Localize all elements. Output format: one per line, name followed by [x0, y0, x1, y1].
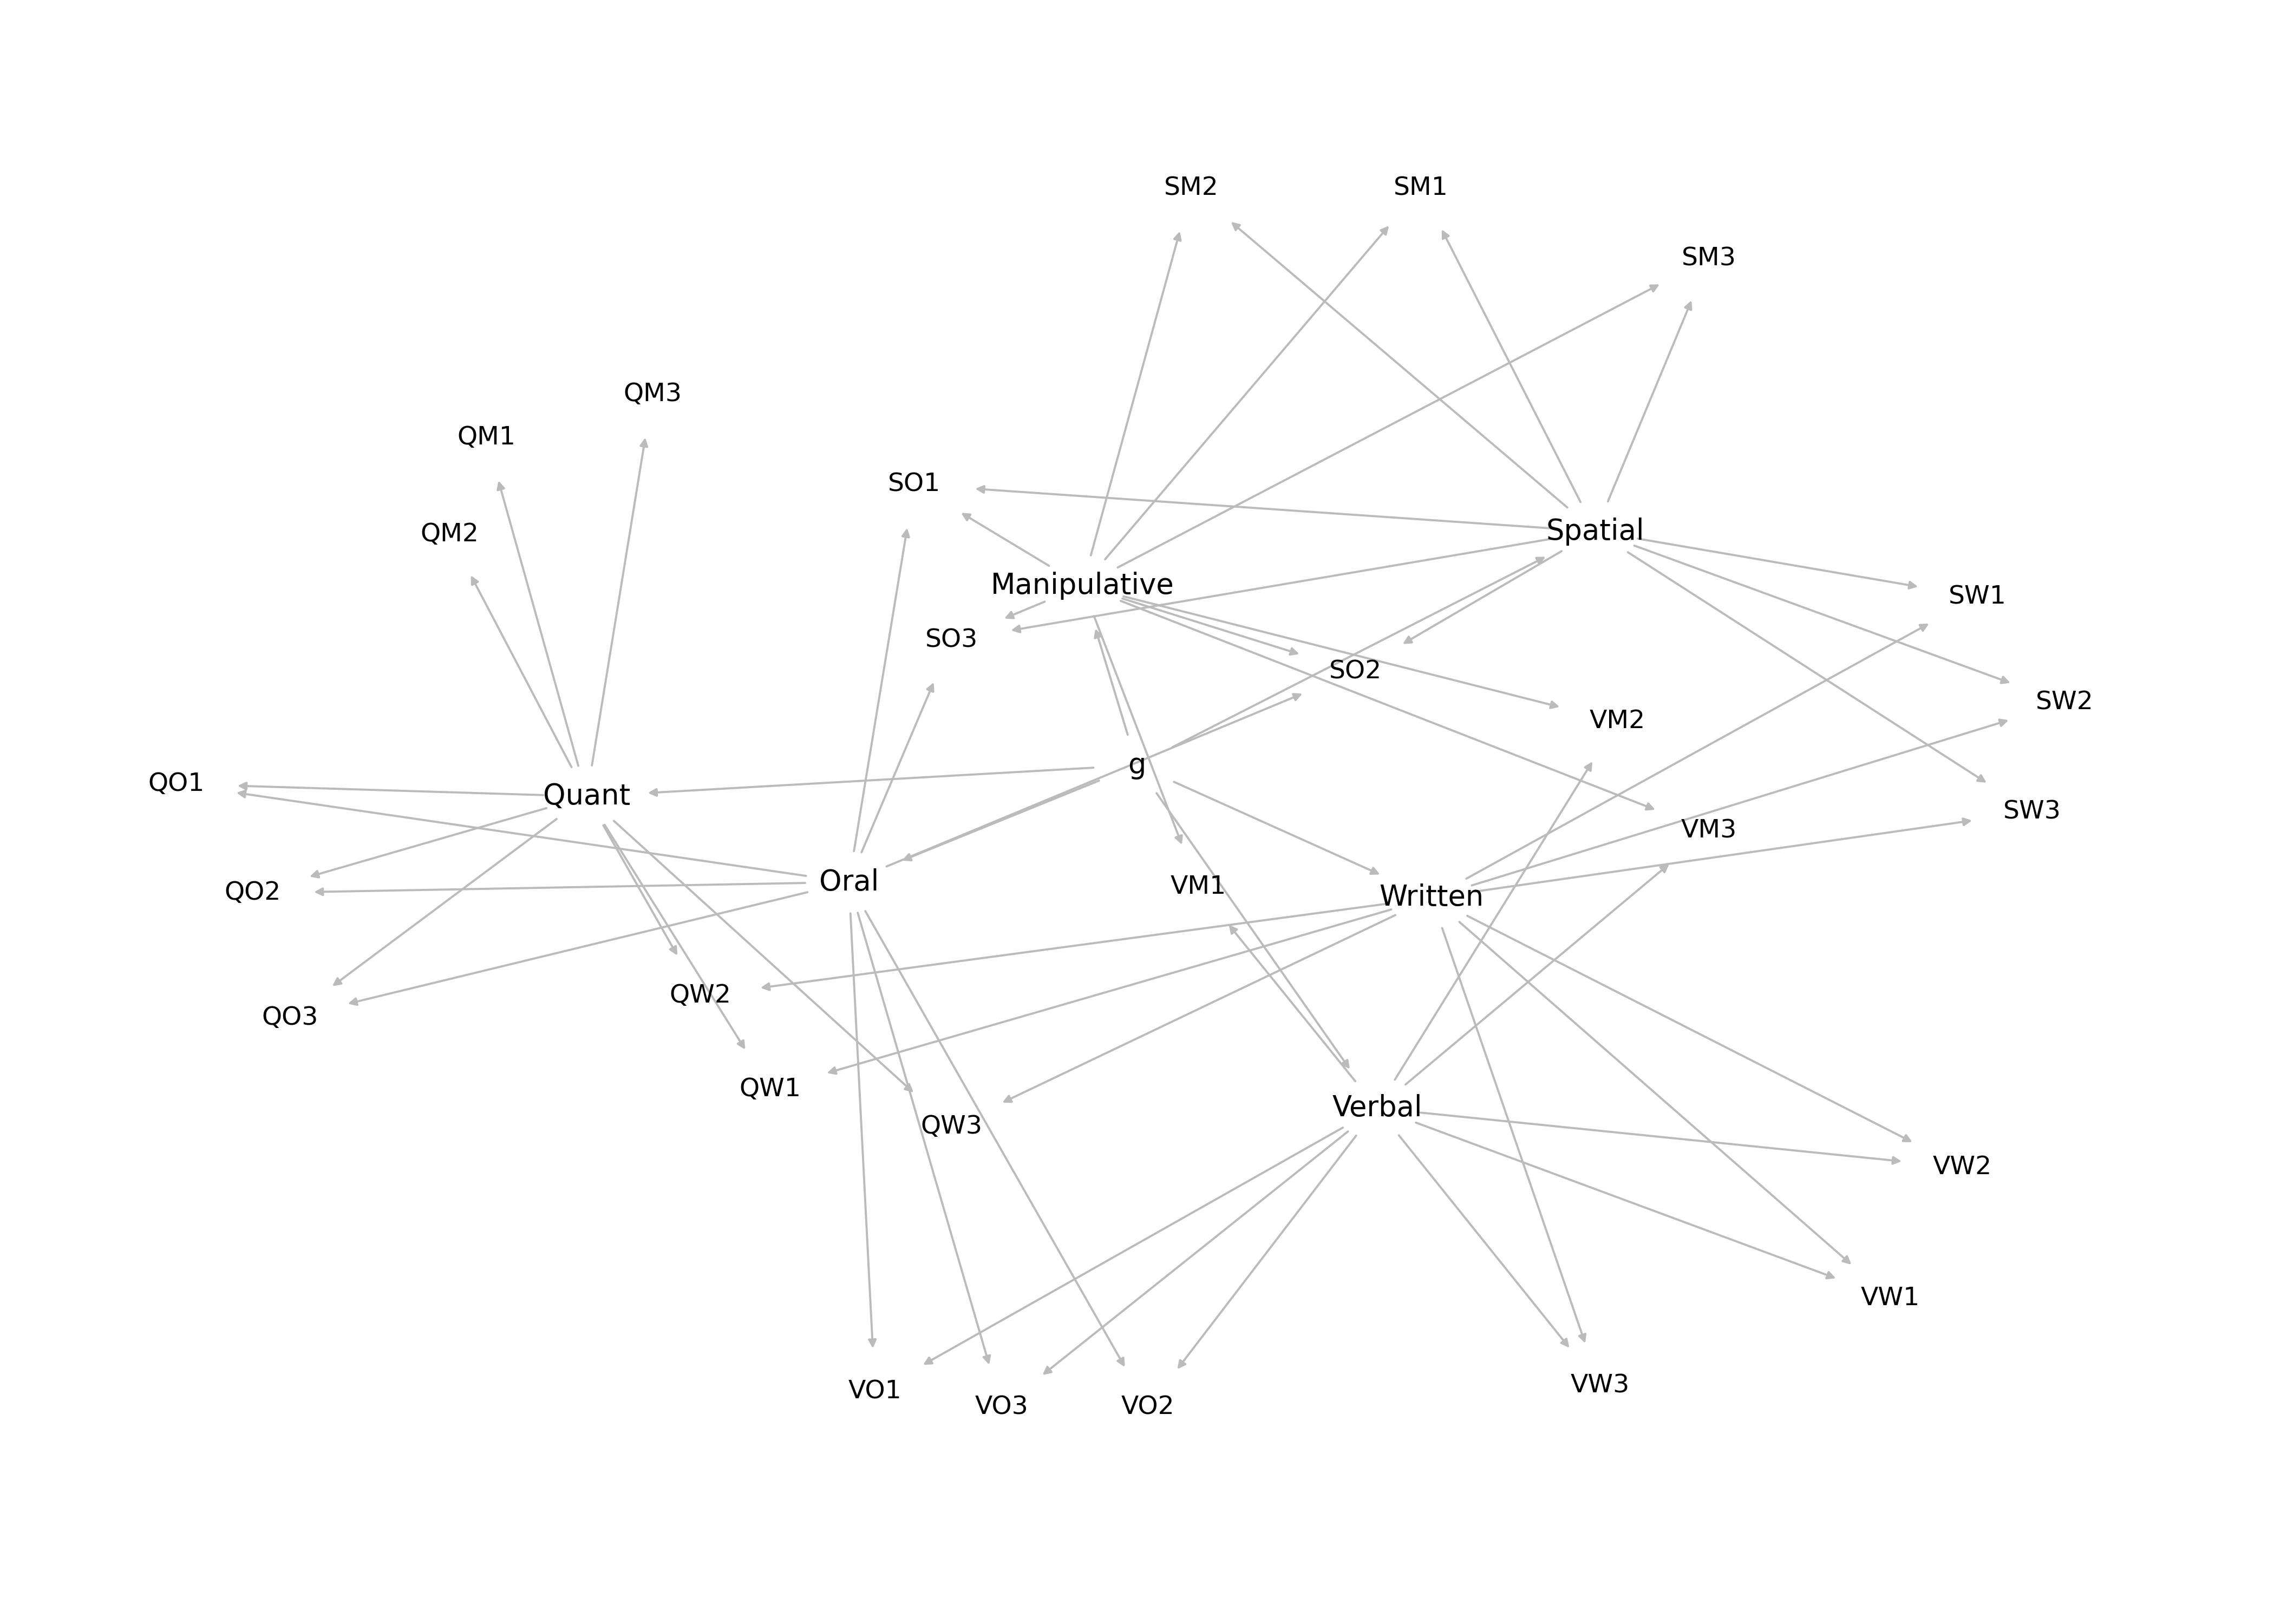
Text: SO3: SO3	[926, 628, 978, 653]
Text: SW2: SW2	[2035, 690, 2094, 715]
Text: VM1: VM1	[1171, 875, 1226, 900]
Text: SM1: SM1	[1394, 177, 1449, 201]
Text: SM3: SM3	[1683, 247, 1737, 271]
Text: VO1: VO1	[848, 1380, 903, 1405]
Text: VO2: VO2	[1121, 1395, 1176, 1419]
Text: SM2: SM2	[1164, 177, 1219, 201]
Text: SW1: SW1	[1949, 585, 2006, 609]
Text: VW3: VW3	[1571, 1374, 1630, 1398]
Text: QM2: QM2	[421, 523, 478, 547]
Text: QM3: QM3	[623, 382, 682, 406]
Text: VM3: VM3	[1680, 818, 1737, 843]
Text: VW1: VW1	[1860, 1286, 1919, 1311]
Text: QO1: QO1	[148, 771, 205, 796]
Text: g: g	[1128, 752, 1146, 780]
Text: Quant: Quant	[543, 783, 630, 810]
Text: Written: Written	[1380, 883, 1485, 911]
Text: QW3: QW3	[921, 1114, 982, 1138]
Text: QO3: QO3	[262, 1005, 318, 1030]
Text: Spatial: Spatial	[1546, 518, 1644, 546]
Text: SW3: SW3	[2003, 801, 2060, 825]
Text: Manipulative: Manipulative	[991, 572, 1173, 599]
Text: QM1: QM1	[457, 425, 516, 450]
Text: VO3: VO3	[976, 1395, 1028, 1419]
Text: VW2: VW2	[1933, 1155, 1992, 1179]
Text: Verbal: Verbal	[1333, 1095, 1421, 1122]
Text: VM2: VM2	[1590, 710, 1644, 734]
Text: SO2: SO2	[1328, 659, 1383, 684]
Text: SO1: SO1	[889, 473, 941, 497]
Text: QW1: QW1	[739, 1077, 800, 1101]
Text: Oral: Oral	[819, 869, 878, 896]
Text: QW2: QW2	[669, 984, 732, 1009]
Text: QO2: QO2	[225, 880, 282, 905]
